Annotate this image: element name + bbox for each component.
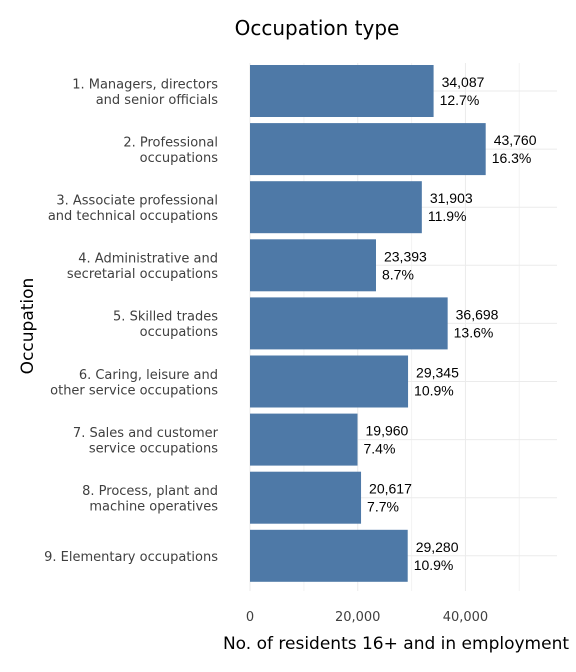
- bar-value-label: 34,087: [442, 74, 485, 90]
- bar-percent-label: 7.7%: [367, 499, 399, 515]
- bar-value-label: 29,345: [416, 365, 459, 381]
- category-label: 6. Caring, leisure and: [79, 368, 218, 383]
- bar: [250, 413, 358, 466]
- category-label: occupations: [140, 151, 219, 166]
- category-label: secretarial occupations: [67, 267, 218, 282]
- chart-title: Occupation type: [235, 16, 400, 40]
- category-label: 2. Professional: [123, 135, 218, 150]
- x-tick-label: 20,000: [335, 610, 381, 625]
- category-label: 3. Associate professional: [56, 193, 218, 208]
- category-label: 4. Administrative and: [78, 252, 218, 267]
- category-label: machine operatives: [89, 499, 218, 514]
- category-label: and technical occupations: [48, 209, 218, 224]
- bar-percent-label: 10.9%: [414, 557, 454, 573]
- bar: [250, 297, 448, 350]
- bar: [250, 239, 376, 292]
- x-tick-label: 0: [246, 610, 254, 625]
- bar-percent-label: 10.9%: [414, 383, 454, 399]
- bar: [250, 471, 362, 524]
- data-labels: 34,087 12.7% 43,760 16.3% 31,903 11.9% 23,393 8…: [364, 74, 537, 573]
- category-label: 7. Sales and customer: [73, 426, 219, 441]
- bar-percent-label: 11.9%: [428, 208, 467, 224]
- x-axis-title: No. of residents 16+ and in employment: [223, 634, 569, 654]
- category-label: 8. Process, plant and: [82, 484, 218, 499]
- bar-value-label: 36,698: [456, 306, 499, 322]
- x-tick-label: 40,000: [443, 610, 489, 625]
- category-label: 9. Elementary occupations: [44, 550, 218, 565]
- category-label: service occupations: [89, 441, 218, 456]
- bar: [250, 123, 486, 176]
- x-tick-labels: 0 20,000 40,000: [246, 610, 488, 625]
- bar: [250, 181, 422, 234]
- category-label: and senior officials: [96, 93, 219, 108]
- bar-value-label: 19,960: [366, 423, 409, 439]
- bar-percent-label: 13.6%: [454, 324, 494, 340]
- bar-value-label: 20,617: [369, 481, 412, 497]
- category-label: 1. Managers, directors: [72, 77, 218, 92]
- y-axis-title: Occupation: [18, 278, 38, 375]
- bar-percent-label: 8.7%: [382, 266, 414, 282]
- bar-value-label: 43,760: [494, 132, 537, 148]
- bar-value-label: 23,393: [384, 248, 427, 264]
- bars: [250, 65, 486, 582]
- category-label: 5. Skilled trades: [113, 310, 218, 325]
- bar-percent-label: 12.7%: [440, 92, 480, 108]
- bar: [250, 65, 434, 117]
- category-label: occupations: [140, 325, 219, 340]
- bar-value-label: 31,903: [430, 190, 473, 206]
- bar-percent-label: 7.4%: [364, 441, 396, 457]
- category-label: other service occupations: [50, 383, 218, 398]
- bar: [250, 529, 408, 582]
- bar: [250, 355, 409, 408]
- bar-value-label: 29,280: [416, 539, 459, 555]
- bar-percent-label: 16.3%: [492, 150, 532, 166]
